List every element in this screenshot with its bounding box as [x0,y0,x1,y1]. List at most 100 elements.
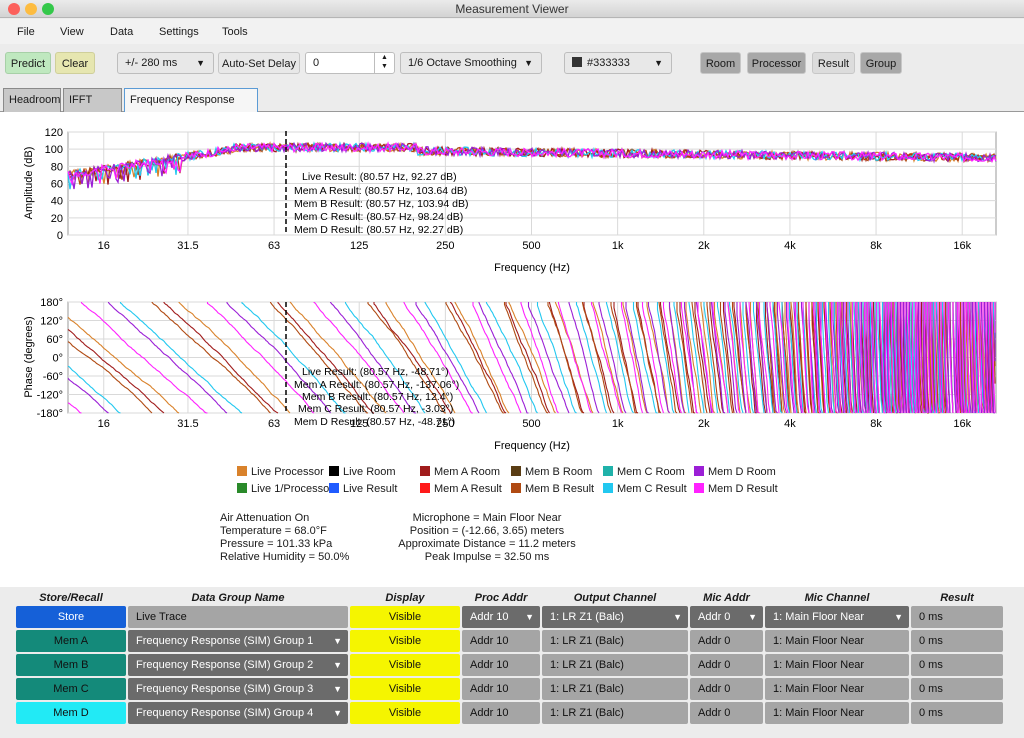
y-tick-label: 60° [46,334,63,346]
delay-range-dropdown[interactable]: +/- 280 ms ▼ [117,52,214,74]
phase-trace [854,302,861,414]
legend-item[interactable]: Mem B Room [511,466,592,478]
y-tick-label: 120 [45,127,63,139]
legend-swatch [603,483,613,493]
legend-item[interactable]: Mem A Result [420,483,502,495]
row-0-store-cell[interactable]: Store [16,606,126,628]
amplitude-x-axis-label: Frequency (Hz) [494,262,570,274]
legend-item[interactable]: Live Room [329,466,396,478]
row-2-display-cell[interactable]: Visible [350,654,460,676]
legend-item[interactable]: Mem D Result [694,483,778,495]
cell-text: 0 ms [919,635,943,647]
phase-trace [625,302,649,414]
phase-trace [802,302,810,414]
menu-file[interactable]: File [17,26,35,38]
zoom-window-button[interactable] [42,3,54,15]
row-0-mic-cell[interactable]: Addr 0 ▼ [690,606,763,628]
minimize-window-button[interactable] [25,3,37,15]
legend-item[interactable]: Mem C Result [603,483,687,495]
predict-button[interactable]: Predict [5,52,51,74]
menu-data[interactable]: Data [110,26,134,38]
phase-trace [964,302,968,414]
phase-trace [778,302,789,414]
row-2-store-cell[interactable]: Mem B [16,654,126,676]
phase-trace [766,302,778,414]
cell-text: 1: Main Floor Near [773,707,865,719]
tab-ifft-sim[interactable]: IFFT (SIM) [63,88,122,128]
legend-swatch [694,483,704,493]
room-button[interactable]: Room [700,52,741,74]
row-1-display-cell[interactable]: Visible [350,630,460,652]
chevron-down-icon: ▼ [673,612,682,622]
smoothing-dropdown[interactable]: 1/6 Octave Smoothing ▼ [400,52,542,74]
phase-trace [917,302,921,414]
row-0-display-cell[interactable]: Visible [350,606,460,628]
menu-view[interactable]: View [60,26,84,38]
color-dropdown[interactable]: #333333 ▼ [564,52,672,74]
cell-text: 0 ms [919,683,943,695]
cell-text: Mem B [53,659,89,671]
row-2-name-cell[interactable]: Frequency Response (SIM) Group 2 ▼ [128,654,348,676]
legend-item[interactable]: Mem A Room [420,466,500,478]
legend-item[interactable]: Live Result [329,483,397,495]
row-4-display-cell[interactable]: Visible [350,702,460,724]
plots-canvas[interactable]: 120 100 80 60 40 20 0 16 31.5 63 125 250 500 1k 2k 4k 8k… [0,112,1024,587]
clear-button[interactable]: Clear [55,52,95,74]
result-button[interactable]: Result [812,52,855,74]
row-0-name-cell[interactable]: Live Trace [128,606,348,628]
row-0-proc-cell[interactable]: Addr 10 ▼ [462,606,540,628]
phase-trace [931,302,936,414]
y-tick-label: 180° [40,297,63,309]
phase-trace [910,302,915,414]
processor-button[interactable]: Processor [747,52,806,74]
phase-trace [926,302,932,414]
phase-trace [860,302,867,414]
auto-set-delay-button[interactable]: Auto-Set Delay [218,52,300,74]
tab-frequency-response-sim[interactable]: Frequency Response (SIM) [124,88,258,128]
legend-item[interactable]: Live Processor [237,466,324,478]
stepper-arrows-icon[interactable]: ▲ ▼ [374,53,394,73]
phase-cursor-line-1: Live Result: (80.57 Hz, -48.71°) [302,366,449,378]
phase-cursor-line-3: Mem B Result: (80.57 Hz, 12.4°) [302,391,453,403]
row-1-store-cell[interactable]: Mem A [16,630,126,652]
tab-headroom[interactable]: Headroom [3,88,61,112]
data-group-table: Store/Recall Data Group Name Display Pro… [0,587,1024,738]
x-tick-label: 500 [522,240,540,252]
phase-trace [881,302,887,414]
legend-item[interactable]: Live 1/Processor [237,483,333,495]
row-4-name-cell[interactable]: Frequency Response (SIM) Group 4 ▼ [128,702,348,724]
col-header-mic-channel: Mic Channel [804,592,870,604]
phase-trace [668,302,686,414]
row-1-name-cell[interactable]: Frequency Response (SIM) Group 1 ▼ [128,630,348,652]
phase-trace [632,302,658,414]
phase-trace [505,302,550,414]
phase-trace [724,302,738,414]
legend-label: Mem B Result [525,483,595,495]
phase-trace [662,302,683,414]
phase-trace [700,302,715,414]
row-0-micch-cell[interactable]: 1: Main Floor Near ▼ [765,606,909,628]
menu-tools[interactable]: Tools [222,26,248,38]
close-window-button[interactable] [8,3,20,15]
col-header-result: Result [940,592,974,604]
delay-range-value: +/- 280 ms [125,57,178,69]
cell-text: 1: LR Z1 (Balc) [550,683,624,695]
phase-trace [673,302,690,414]
legend-item[interactable]: Mem C Room [603,466,685,478]
chevron-down-icon: ▼ [333,684,342,694]
row-4-store-cell[interactable]: Mem D [16,702,126,724]
row-0-out-cell[interactable]: 1: LR Z1 (Balc) ▼ [542,606,688,628]
col-header-proc-addr: Proc Addr [474,592,528,604]
x-tick-label: 31.5 [177,418,198,430]
row-3-name-cell[interactable]: Frequency Response (SIM) Group 3 ▼ [128,678,348,700]
legend-item[interactable]: Mem D Room [694,466,776,478]
phase-trace [875,302,881,414]
group-button[interactable]: Group [860,52,902,74]
menu-settings[interactable]: Settings [159,26,199,38]
delay-value-stepper[interactable]: 0 ▲ ▼ [305,52,395,74]
legend-item[interactable]: Mem B Result [511,483,594,495]
amplitude-trace [67,141,997,190]
row-3-display-cell[interactable]: Visible [350,678,460,700]
row-3-store-cell[interactable]: Mem C [16,678,126,700]
row-0-result-cell: 0 ms [911,606,1003,628]
